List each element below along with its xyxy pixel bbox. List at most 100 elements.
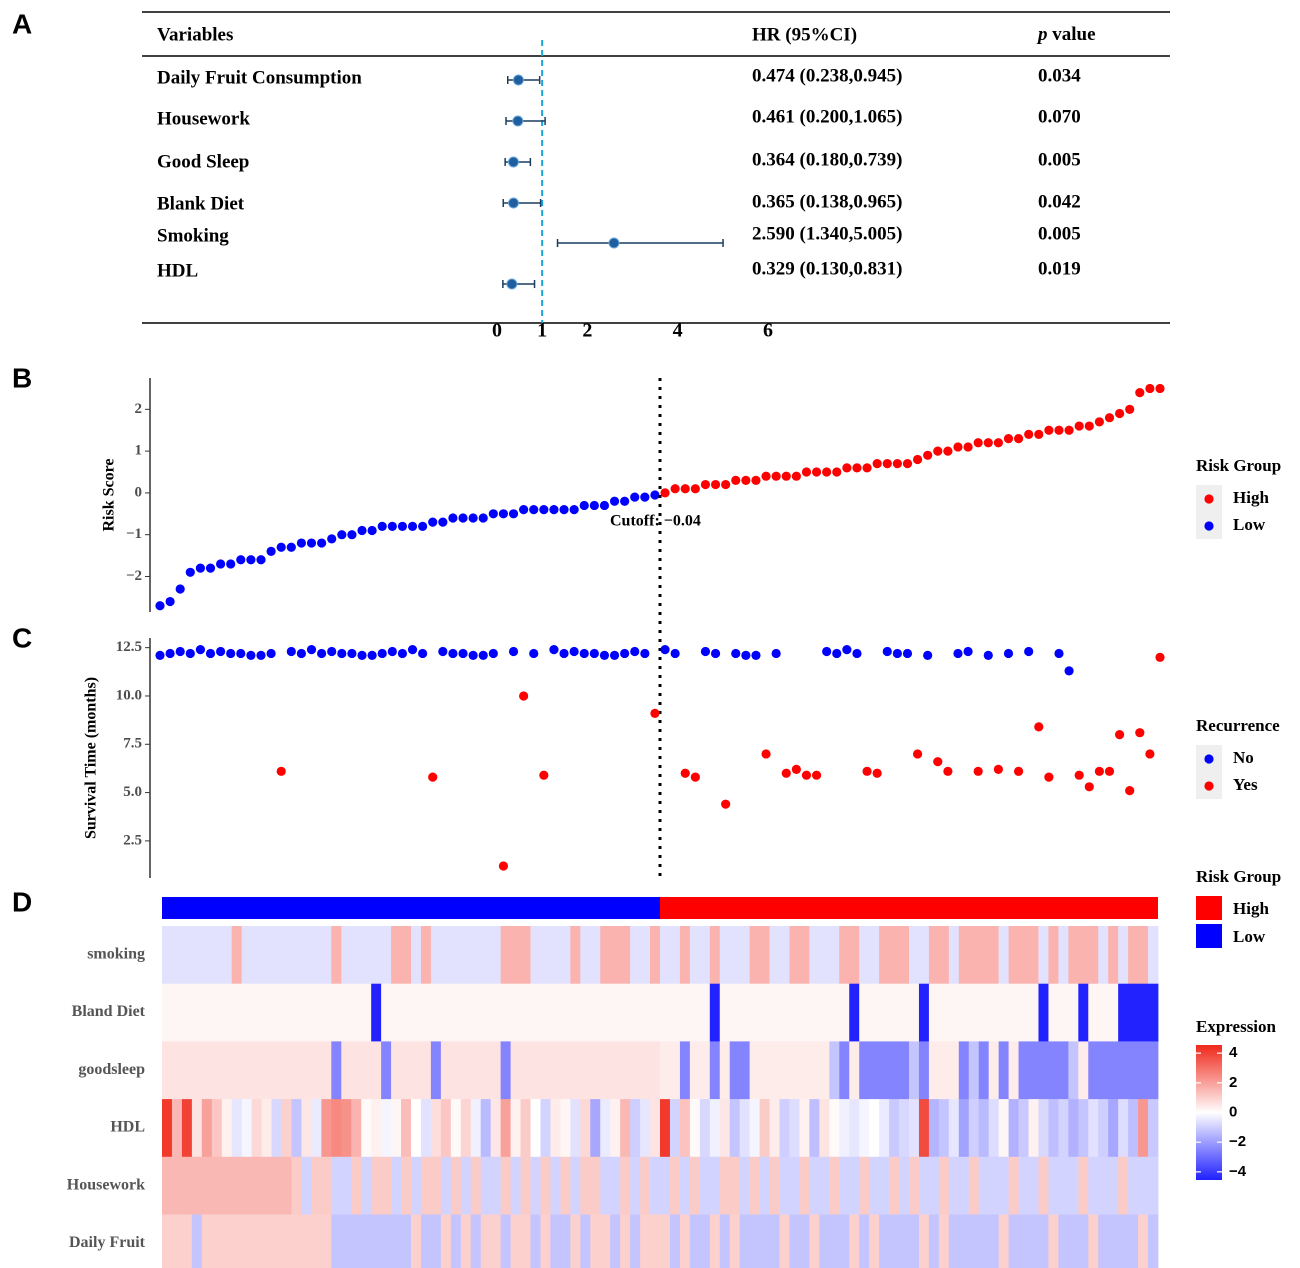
point: [539, 505, 549, 515]
heat-cell: [600, 926, 611, 985]
y-tick-label: 7.5: [123, 736, 142, 752]
heat-cell: [450, 926, 462, 985]
heat-cell: [450, 1156, 462, 1215]
y-tick-label: −1: [126, 526, 142, 542]
point: [1125, 404, 1135, 414]
heat-cell: [739, 983, 751, 1042]
heat-cell: [351, 1156, 362, 1215]
heat-cell: [1078, 1156, 1089, 1215]
heat-cell: [839, 983, 850, 1042]
heat-cell: [779, 983, 790, 1042]
heat-cell: [620, 926, 631, 985]
heat-cell: [640, 1156, 651, 1215]
heat-cell: [749, 1214, 760, 1268]
heat-cell: [401, 1156, 412, 1215]
heat-cell: [550, 983, 561, 1042]
point: [407, 644, 418, 655]
heat-cell: [1018, 1099, 1029, 1158]
heat-cell: [779, 1099, 790, 1158]
heat-cell: [610, 1041, 621, 1100]
heat-cell: [1108, 1041, 1119, 1100]
heat-cell: [490, 1156, 502, 1215]
heat-cell: [859, 1099, 870, 1158]
heat-cell: [1108, 926, 1119, 985]
heat-cell: [899, 983, 910, 1042]
heat-cell: [311, 926, 322, 985]
heat-cell: [918, 1214, 930, 1268]
heat-cell: [769, 1099, 780, 1158]
point: [721, 799, 731, 809]
point: [751, 650, 761, 660]
heat-cell: [162, 1041, 173, 1100]
y-tick-label: 5.0: [123, 784, 142, 800]
point: [175, 646, 185, 657]
point: [458, 648, 468, 659]
legend-label: High: [1233, 899, 1269, 918]
heat-cell: [1138, 1041, 1149, 1100]
point: [842, 463, 852, 473]
point: [468, 650, 478, 660]
heat-cell: [978, 983, 990, 1042]
heat-cell: [909, 1041, 920, 1100]
point: [579, 648, 589, 659]
heat-cell: [839, 1099, 850, 1158]
heat-cell: [699, 1156, 711, 1215]
heat-cell: [968, 1099, 980, 1158]
point: [448, 648, 458, 659]
heat-cell: [411, 1099, 422, 1158]
point: [912, 749, 923, 759]
heat-cell: [231, 1156, 243, 1215]
heat-cell: [600, 983, 611, 1042]
heat-cell: [869, 983, 880, 1042]
point: [226, 648, 236, 659]
point: [620, 496, 630, 506]
heat-cell: [381, 1099, 392, 1158]
heat-cell: [520, 1156, 531, 1215]
point: [246, 555, 256, 565]
heat-cell: [540, 1041, 551, 1100]
heat-cell: [928, 983, 940, 1042]
heat-cell: [799, 926, 810, 985]
point: [761, 749, 771, 759]
point: [175, 584, 185, 594]
cutoff-label: Cutoff: −0.04: [610, 513, 701, 530]
heat-cell: [311, 1041, 322, 1100]
heat-cell: [331, 1041, 342, 1100]
heat-cell: [1118, 983, 1129, 1042]
point: [276, 542, 286, 552]
heat-cell: [699, 1099, 711, 1158]
p-value: 0.005: [1038, 223, 1081, 244]
heat-cell: [759, 926, 770, 985]
heat-cell: [351, 1214, 362, 1268]
point: [549, 505, 559, 515]
heat-cell: [311, 1156, 322, 1215]
heat-cell: [191, 1214, 203, 1268]
heat-cell: [381, 1041, 392, 1100]
heat-cell: [550, 926, 561, 985]
heat-cell: [570, 1156, 581, 1215]
heat-cell: [371, 1156, 382, 1215]
heat-cell: [709, 1214, 721, 1268]
heat-cell: [729, 1041, 741, 1100]
heat-cell: [321, 1214, 332, 1268]
point: [912, 454, 923, 465]
p-value: 0.042: [1038, 191, 1081, 212]
heat-cell: [201, 1156, 213, 1215]
heat-cell: [351, 1041, 362, 1100]
heat-cell: [749, 1099, 760, 1158]
heat-cell: [530, 983, 541, 1042]
heat-cell: [560, 1041, 571, 1100]
point: [337, 648, 347, 659]
heat-cell: [998, 1041, 1009, 1100]
heat-cell: [879, 1041, 890, 1100]
heat-cell: [968, 983, 980, 1042]
point: [236, 648, 246, 659]
point: [822, 646, 832, 657]
point: [498, 861, 509, 871]
heat-cell: [809, 1156, 820, 1215]
heat-cell: [879, 983, 890, 1042]
point: [508, 646, 519, 657]
heat-cell: [1148, 1099, 1159, 1158]
heat-cell: [391, 1041, 402, 1100]
legend-marker: [1204, 781, 1214, 791]
